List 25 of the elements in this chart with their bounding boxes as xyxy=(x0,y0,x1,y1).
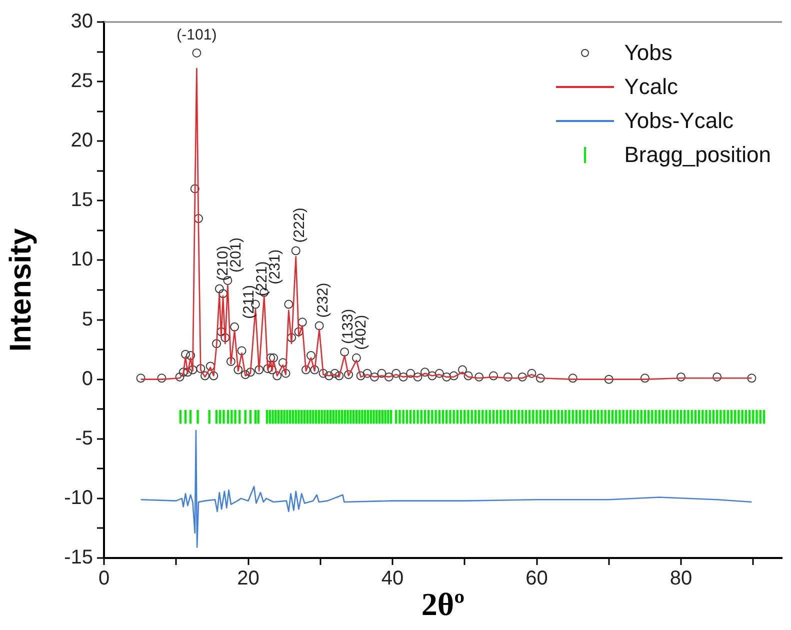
y-axis-title: Intensity xyxy=(4,228,38,352)
y-tick-label: -10 xyxy=(64,486,93,509)
x-tick-label: 40 xyxy=(381,568,404,590)
x-tick-label: 80 xyxy=(670,568,692,590)
annotation: (-101) xyxy=(176,26,217,44)
y-tick-label: 5 xyxy=(82,308,93,330)
y-tick-label: 0 xyxy=(82,368,93,390)
y-tick-label: 20 xyxy=(70,130,93,152)
x-tick-label: 20 xyxy=(237,568,260,590)
y-tick-label: -5 xyxy=(75,427,93,450)
legend-label: Bragg_position xyxy=(624,142,771,168)
annotation: (133) xyxy=(340,308,357,344)
annotation: (232) xyxy=(314,282,332,318)
y-tick-label: 30 xyxy=(70,10,93,33)
y-tick-label: 25 xyxy=(70,70,93,92)
y-tick-label: -15 xyxy=(64,546,93,569)
y-tick-label: 10 xyxy=(70,248,93,271)
annotation: (222) xyxy=(291,208,308,243)
legend-label: Ycalc xyxy=(624,74,678,100)
x-tick-label: 0 xyxy=(98,568,110,590)
x-tick-label: 60 xyxy=(526,568,548,590)
legend-label: Yobs xyxy=(624,40,672,66)
y-tick-label: 15 xyxy=(70,189,93,212)
legend-label: Yobs-Ycalc xyxy=(624,108,734,134)
x-axis-title: 2θº xyxy=(421,586,465,622)
